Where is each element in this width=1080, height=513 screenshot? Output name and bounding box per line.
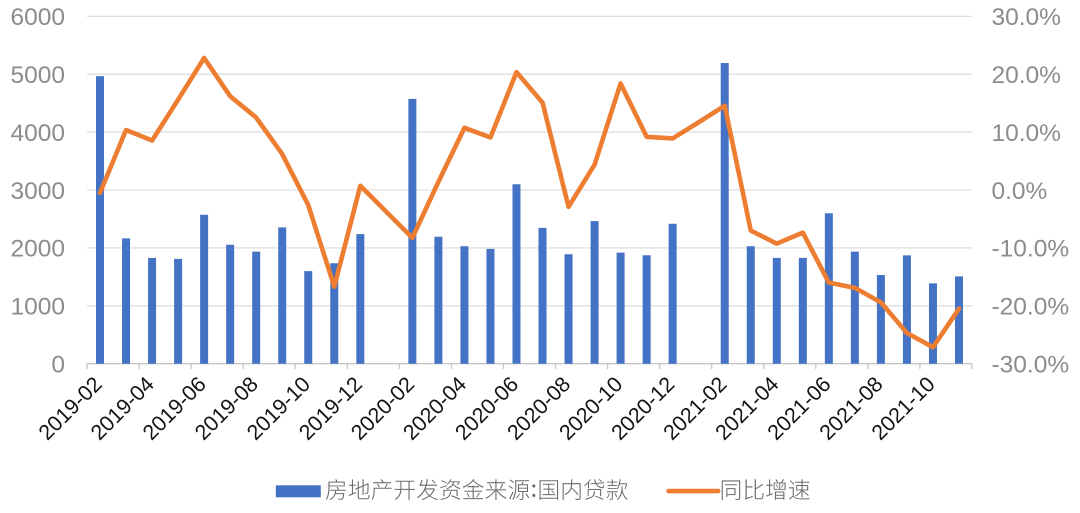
svg-text:0: 0 <box>51 351 65 378</box>
svg-text:1000: 1000 <box>10 294 65 321</box>
svg-text:4000: 4000 <box>10 120 65 147</box>
svg-text:3000: 3000 <box>10 178 65 205</box>
svg-text:0.0%: 0.0% <box>992 178 1048 205</box>
svg-text:-30.0%: -30.0% <box>992 351 1070 378</box>
svg-text:10.0%: 10.0% <box>992 120 1061 147</box>
svg-text:6000: 6000 <box>10 4 65 31</box>
svg-text:-20.0%: -20.0% <box>992 294 1070 321</box>
svg-text:20.0%: 20.0% <box>992 62 1061 89</box>
svg-text:5000: 5000 <box>10 62 65 89</box>
svg-text:-10.0%: -10.0% <box>992 236 1070 263</box>
svg-text:2000: 2000 <box>10 236 65 263</box>
svg-text:30.0%: 30.0% <box>992 4 1061 31</box>
